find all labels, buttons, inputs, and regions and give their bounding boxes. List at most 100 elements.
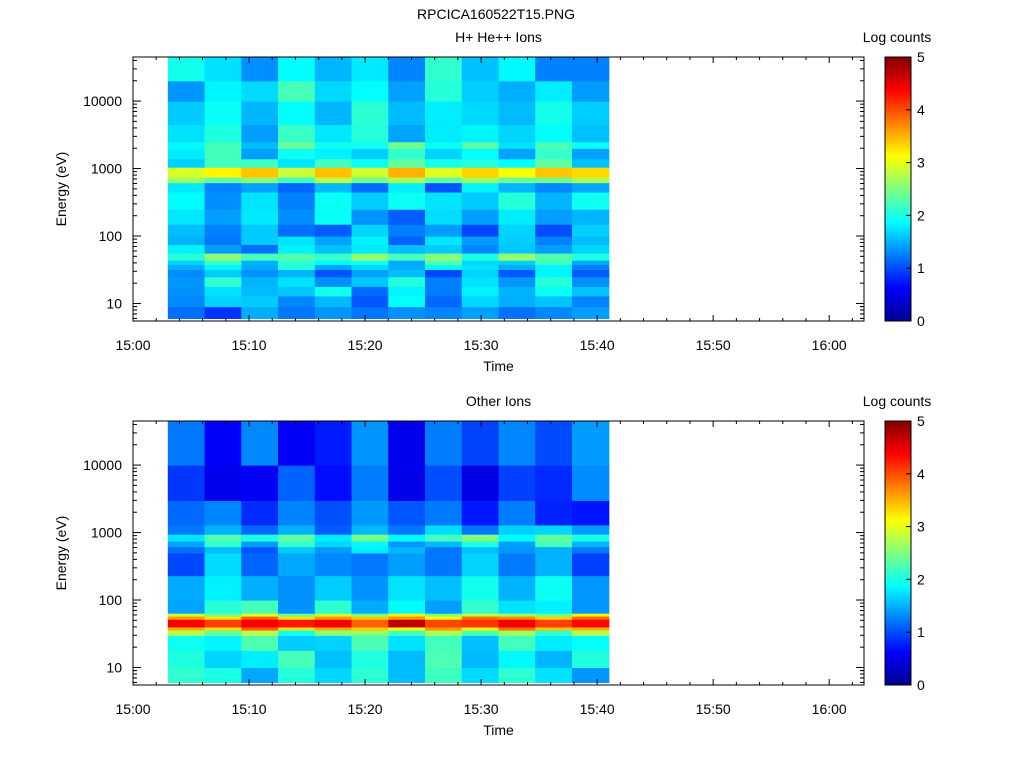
- heatmap-cell: [535, 57, 573, 82]
- heatmap-cell: [461, 264, 500, 270]
- heatmap-cell: [535, 421, 573, 466]
- heatmap-cell: [388, 260, 426, 265]
- heatmap-cell: [314, 613, 353, 617]
- heatmap-cell: [167, 306, 206, 320]
- heatmap-cell: [388, 182, 426, 193]
- heatmap-cell: [535, 500, 573, 526]
- heatmap-cell: [461, 600, 500, 614]
- heatmap-cell: [388, 534, 426, 542]
- heatmap-cell: [425, 148, 463, 160]
- x-tick-label: 15:10: [232, 337, 267, 353]
- heatmap-cell: [498, 269, 536, 278]
- heatmap-cell: [535, 286, 573, 297]
- heatmap-cell: [314, 286, 353, 297]
- heatmap-cell: [314, 176, 353, 184]
- heatmap-cell: [204, 269, 242, 278]
- heatmap-cell: [278, 629, 316, 636]
- heatmap-cell: [314, 236, 353, 246]
- heatmap-cell: [351, 500, 389, 526]
- heatmap-cell: [278, 276, 316, 287]
- heatmap-cell: [425, 421, 463, 466]
- heatmap-cell: [278, 158, 316, 168]
- heatmap-cell: [314, 269, 353, 278]
- heatmap-cell: [425, 57, 463, 82]
- heatmap-cell: [388, 224, 426, 237]
- heatmap-cell: [388, 253, 426, 261]
- heatmap-cell: [278, 141, 316, 149]
- heatmap-cell: [461, 158, 500, 168]
- heatmap-cell: [241, 546, 279, 554]
- heatmap-cell: [425, 534, 463, 542]
- heatmap-cell: [241, 635, 279, 651]
- heatmap-cell: [204, 158, 242, 168]
- heatmap-cell: [571, 629, 610, 636]
- heatmap-cell: [461, 500, 500, 526]
- heatmap-cell: [167, 244, 206, 254]
- heatmap-cell: [314, 260, 353, 265]
- heatmap-cell: [425, 546, 463, 554]
- heatmap-cell: [425, 209, 463, 225]
- heatmap-cell: [167, 421, 206, 466]
- heatmap-cell: [388, 236, 426, 246]
- heatmap-cell: [204, 182, 242, 193]
- heatmap-cell: [314, 209, 353, 225]
- heatmap-cell: [425, 286, 463, 297]
- heatmap-cell: [314, 552, 353, 577]
- heatmap-cell: [241, 158, 279, 168]
- x-tick-label: 15:00: [115, 337, 150, 353]
- colorbar-label: Log counts: [863, 393, 932, 409]
- heatmap-cell: [167, 57, 206, 82]
- heatmap-cell: [388, 244, 426, 254]
- heatmap-cell: [167, 546, 206, 554]
- heatmap-cell: [204, 141, 242, 149]
- heatmap-cell: [571, 540, 610, 548]
- heatmap-cell: [241, 465, 279, 501]
- heatmap-cell: [535, 600, 573, 614]
- heatmap-cell: [535, 141, 573, 149]
- heatmap-cell: [571, 224, 610, 237]
- heatmap-cell: [388, 176, 426, 184]
- heatmap-cell: [425, 236, 463, 246]
- heatmap-cell: [461, 286, 500, 297]
- heatmap-cell: [167, 295, 206, 308]
- heatmap-cell: [241, 101, 279, 126]
- heatmap-cell: [571, 635, 610, 651]
- heatmap-cell: [535, 244, 573, 254]
- heatmap-cell: [535, 534, 573, 542]
- x-tick-label: 15:20: [348, 701, 383, 717]
- heatmap-cell: [204, 306, 242, 320]
- heatmap-cell: [535, 613, 573, 617]
- y-tick-label: 10000: [83, 457, 122, 473]
- heatmap-cell: [425, 667, 463, 684]
- heatmap-cell: [461, 552, 500, 577]
- heatmap-cell: [388, 421, 426, 466]
- heatmap-cell: [204, 209, 242, 225]
- heatmap-cell: [571, 295, 610, 308]
- heatmap-cell: [241, 276, 279, 287]
- heatmap-cell: [351, 306, 389, 320]
- heatmap-cell: [278, 269, 316, 278]
- heatmap-cell: [314, 124, 353, 143]
- heatmap-cell: [314, 182, 353, 193]
- heatmap-cell: [498, 209, 536, 225]
- heatmap-cell: [571, 667, 610, 684]
- heatmap-cell: [278, 236, 316, 246]
- panel-title: Other Ions: [466, 393, 531, 409]
- heatmap-cell: [425, 276, 463, 287]
- heatmap-cell: [278, 619, 316, 628]
- heatmap-cell: [351, 167, 389, 178]
- heatmap-cell: [425, 619, 463, 628]
- heatmap-cell: [571, 236, 610, 246]
- heatmap-cell: [204, 264, 242, 270]
- heatmap-cell: [167, 465, 206, 501]
- heatmap-cell: [204, 148, 242, 160]
- heatmap-cell: [167, 650, 206, 669]
- heatmap-cell: [314, 626, 353, 631]
- heatmap-cell: [204, 619, 242, 628]
- x-tick-label: 15:30: [464, 701, 499, 717]
- panel-title: H+ He++ Ions: [455, 29, 542, 45]
- heatmap-cell: [278, 124, 316, 143]
- heatmap-cell: [278, 667, 316, 684]
- heatmap-cell: [535, 306, 573, 320]
- heatmap-cell: [425, 306, 463, 320]
